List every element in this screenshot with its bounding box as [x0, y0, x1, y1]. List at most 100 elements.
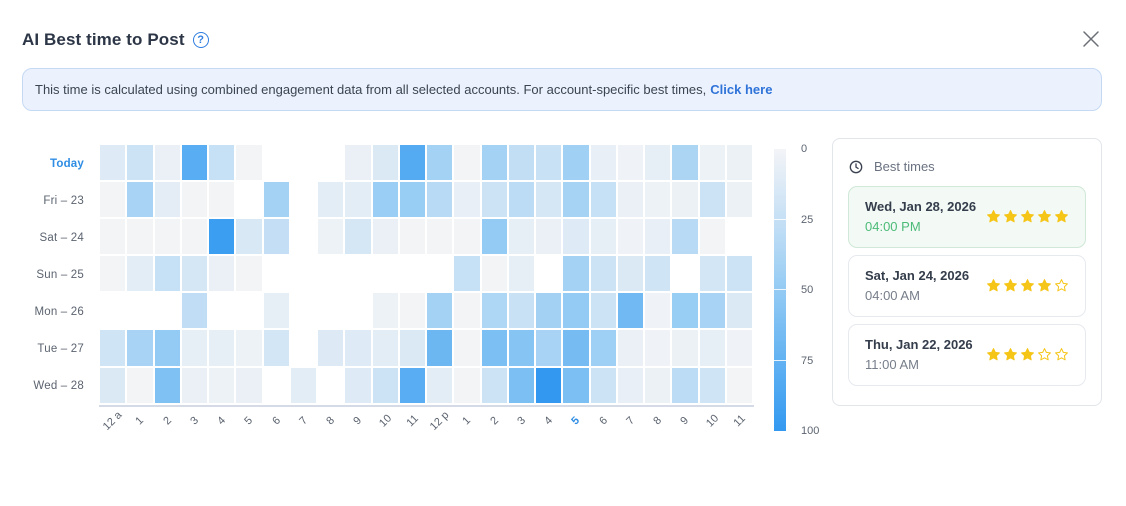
heatmap-cell[interactable] [726, 145, 752, 181]
heatmap-cell[interactable] [372, 367, 398, 403]
heatmap-cell[interactable] [345, 330, 371, 366]
heatmap-cell[interactable] [726, 293, 752, 329]
heatmap-cell[interactable] [672, 219, 698, 255]
heatmap-cell[interactable] [264, 368, 289, 403]
heatmap-cell[interactable] [236, 182, 261, 217]
heatmap-cell[interactable] [373, 256, 398, 291]
heatmap-cell[interactable] [699, 256, 725, 292]
heatmap-cell[interactable] [726, 256, 752, 292]
heatmap-cell[interactable] [454, 219, 480, 255]
heatmap-cell[interactable] [508, 256, 534, 292]
heatmap-cell[interactable] [236, 293, 261, 328]
heatmap-cell[interactable] [236, 367, 262, 403]
heatmap-cell[interactable] [318, 145, 343, 180]
heatmap-cell[interactable] [427, 256, 452, 291]
heatmap-cell[interactable] [672, 145, 698, 181]
heatmap-cell[interactable] [699, 219, 725, 255]
heatmap-cell[interactable] [536, 145, 562, 181]
heatmap-cell[interactable] [454, 293, 480, 329]
heatmap-cell[interactable] [291, 145, 316, 180]
click-here-link[interactable]: Click here [710, 82, 773, 97]
heatmap-cell[interactable] [154, 145, 180, 181]
heatmap-cell[interactable] [617, 330, 643, 366]
heatmap-cell[interactable] [672, 330, 698, 366]
heatmap-cell[interactable] [127, 256, 153, 292]
heatmap-cell[interactable] [100, 182, 126, 218]
heatmap-cell[interactable] [399, 182, 425, 218]
heatmap-cell[interactable] [617, 219, 643, 255]
heatmap-cell[interactable] [645, 145, 671, 181]
heatmap-cell[interactable] [209, 256, 235, 292]
heatmap-cell[interactable] [699, 367, 725, 403]
heatmap-cell[interactable] [181, 256, 207, 292]
heatmap-cell[interactable] [209, 367, 235, 403]
heatmap-cell[interactable] [617, 293, 643, 329]
heatmap-cell[interactable] [508, 145, 534, 181]
heatmap-cell[interactable] [481, 219, 507, 255]
heatmap-cell[interactable] [508, 367, 534, 403]
heatmap-cell[interactable] [100, 330, 126, 366]
heatmap-cell[interactable] [645, 367, 671, 403]
heatmap-cell[interactable] [590, 330, 616, 366]
heatmap-cell[interactable] [590, 182, 616, 218]
heatmap-cell[interactable] [209, 145, 235, 181]
heatmap-cell[interactable] [563, 182, 589, 218]
heatmap-cell[interactable] [727, 219, 752, 254]
heatmap-cell[interactable] [127, 367, 153, 403]
heatmap-cell[interactable] [563, 367, 589, 403]
heatmap-cell[interactable] [345, 367, 371, 403]
heatmap-cell[interactable] [399, 219, 425, 255]
heatmap-cell[interactable] [590, 367, 616, 403]
heatmap-cell[interactable] [154, 219, 180, 255]
heatmap-cell[interactable] [699, 293, 725, 329]
heatmap-cell[interactable] [454, 330, 480, 366]
heatmap-cell[interactable] [563, 330, 589, 366]
heatmap-cell[interactable] [209, 182, 235, 218]
heatmap-cell[interactable] [100, 367, 126, 403]
heatmap-cell[interactable] [127, 219, 153, 255]
heatmap-cell[interactable] [127, 293, 152, 328]
heatmap-cell[interactable] [263, 182, 289, 218]
heatmap-cell[interactable] [699, 145, 725, 181]
heatmap-cell[interactable] [155, 293, 180, 328]
heatmap-cell[interactable] [536, 256, 561, 291]
heatmap-cell[interactable] [291, 219, 316, 254]
heatmap-cell[interactable] [399, 330, 425, 366]
heatmap-cell[interactable] [372, 219, 398, 255]
heatmap-cell[interactable] [481, 367, 507, 403]
heatmap-cell[interactable] [318, 219, 344, 255]
heatmap-cell[interactable] [154, 367, 180, 403]
heatmap-cell[interactable] [236, 145, 262, 181]
heatmap-cell[interactable] [399, 145, 425, 181]
heatmap-cell[interactable] [427, 182, 453, 218]
heatmap-cell[interactable] [318, 256, 343, 291]
heatmap-cell[interactable] [617, 256, 643, 292]
heatmap-cell[interactable] [154, 256, 180, 292]
heatmap-cell[interactable] [454, 145, 480, 181]
heatmap-cell[interactable] [536, 219, 562, 255]
heatmap-cell[interactable] [563, 293, 589, 329]
heatmap-cell[interactable] [290, 367, 316, 403]
heatmap-cell[interactable] [264, 145, 289, 180]
heatmap-cell[interactable] [590, 219, 616, 255]
heatmap-cell[interactable] [318, 330, 344, 366]
heatmap-cell[interactable] [454, 182, 480, 218]
heatmap-cell[interactable] [481, 182, 507, 218]
heatmap-cell[interactable] [536, 182, 562, 218]
close-button[interactable] [1081, 29, 1101, 49]
heatmap-cell[interactable] [563, 256, 589, 292]
heatmap-cell[interactable] [318, 182, 344, 218]
heatmap-cell[interactable] [563, 145, 589, 181]
heatmap-cell[interactable] [154, 182, 180, 218]
heatmap-cell[interactable] [127, 182, 153, 218]
heatmap-cell[interactable] [536, 293, 562, 329]
heatmap-cell[interactable] [672, 293, 698, 329]
heatmap-cell[interactable] [181, 219, 207, 255]
heatmap-cell[interactable] [154, 330, 180, 366]
heatmap-cell[interactable] [181, 330, 207, 366]
heatmap-cell[interactable] [100, 293, 125, 328]
heatmap-cell[interactable] [481, 145, 507, 181]
heatmap-cell[interactable] [454, 256, 480, 292]
heatmap-cell[interactable] [263, 219, 289, 255]
heatmap-cell[interactable] [726, 182, 752, 218]
